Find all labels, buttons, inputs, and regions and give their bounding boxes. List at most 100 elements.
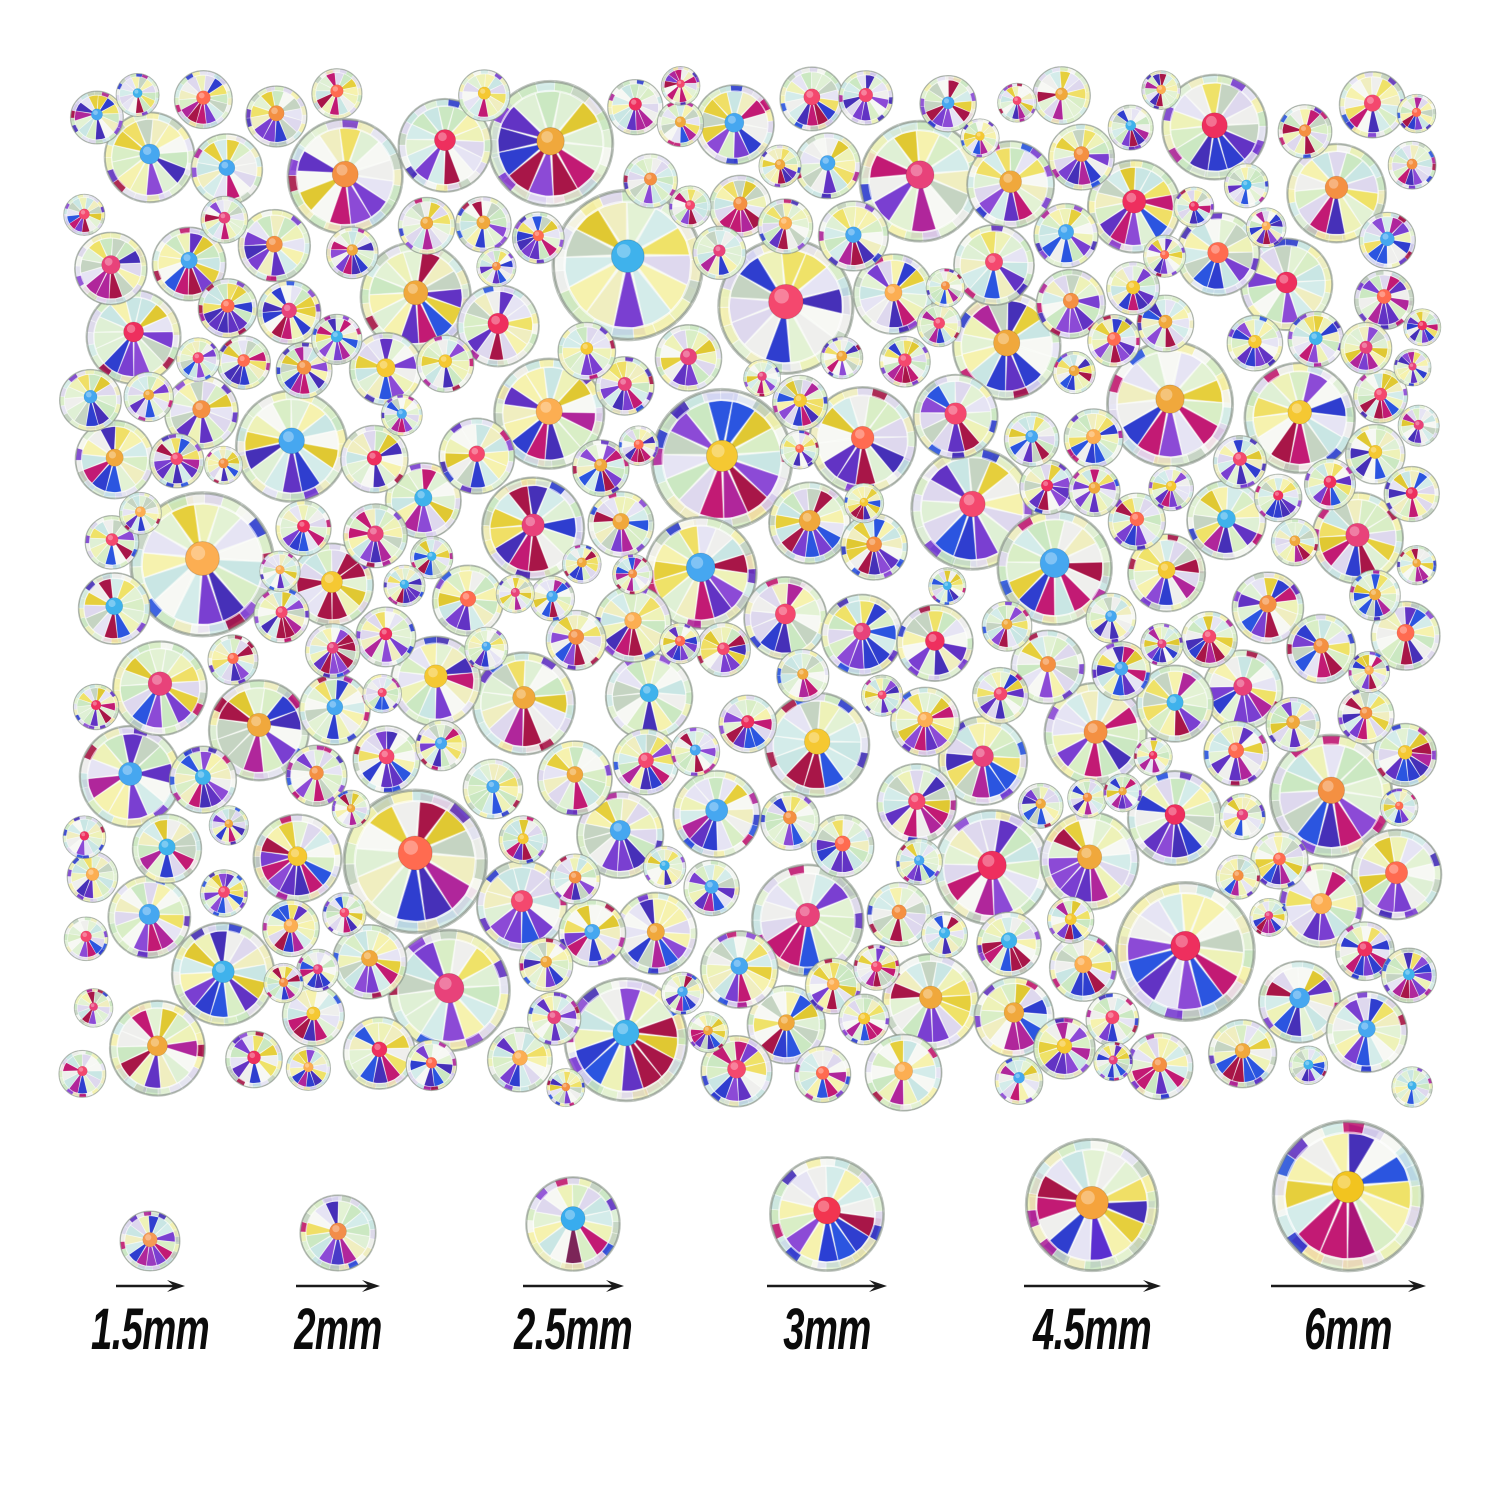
- rhinestone: [1091, 640, 1152, 701]
- rhinestone: [852, 253, 935, 335]
- rhinestone: [85, 288, 182, 385]
- rhinestone: [200, 195, 249, 244]
- rhinestone: [612, 728, 680, 796]
- rhinestone: [994, 1056, 1044, 1105]
- rhinestone: [1353, 269, 1415, 331]
- rhinestone: [362, 673, 402, 714]
- rhinestone: [397, 97, 493, 193]
- rhinestone: [817, 200, 890, 272]
- rhinestone: [1173, 186, 1215, 228]
- rhinestone: [1287, 310, 1345, 368]
- rhinestone: [285, 1045, 332, 1091]
- rhinestone: [808, 385, 918, 495]
- rhinestone: [245, 85, 308, 148]
- rhinestone-sample-icon: [1271, 1119, 1425, 1273]
- rhinestone: [768, 481, 852, 565]
- rhinestone: [237, 208, 312, 283]
- rhinestone: [281, 983, 345, 1047]
- rhinestone: [919, 75, 977, 133]
- rhinestone: [1186, 479, 1267, 561]
- rhinestone: [1024, 1137, 1160, 1273]
- rhinestone: [1161, 73, 1269, 181]
- rhinestone: [454, 196, 512, 253]
- rhinestone: [72, 683, 120, 731]
- rhinestone: [571, 439, 630, 497]
- rhinestone: [779, 429, 820, 470]
- rhinestone-sample-icon: [769, 1156, 885, 1272]
- rhinestone: [558, 899, 627, 968]
- rhinestone: [1344, 423, 1406, 485]
- rhinestone: [866, 881, 932, 948]
- rhinestone: [107, 875, 192, 959]
- rhinestone: [1107, 492, 1167, 551]
- rhinestone: [1285, 613, 1357, 684]
- rhinestone: [804, 957, 862, 1015]
- rhinestone: [331, 789, 371, 829]
- rhinestone: [1107, 104, 1154, 151]
- rhinestone: [1085, 592, 1137, 644]
- rhinestone: [973, 976, 1055, 1058]
- rhinestone: [1087, 314, 1141, 368]
- rhinestone: [173, 70, 233, 130]
- rhinestone: [322, 892, 367, 937]
- rhinestone: [339, 424, 409, 494]
- rhinestone: [1047, 123, 1116, 191]
- arrow-right-icon: [1270, 1280, 1426, 1292]
- rhinestone: [438, 417, 516, 495]
- rhinestone: [1387, 140, 1437, 190]
- rhinestone: [261, 899, 320, 958]
- rhinestone: [1067, 777, 1108, 819]
- rhinestone: [176, 337, 221, 382]
- rhinestone: [920, 911, 969, 959]
- rhinestone: [1032, 1016, 1096, 1080]
- rhinestone: [118, 491, 162, 535]
- rhinestone: [383, 564, 426, 608]
- rhinestone: [1334, 921, 1395, 982]
- rhinestone: [758, 144, 802, 188]
- rhinestone: [525, 1176, 621, 1272]
- rhinestone: [997, 82, 1038, 123]
- rhinestone: [895, 838, 943, 886]
- arrow-right-icon: [1023, 1280, 1161, 1292]
- rhinestone: [607, 78, 664, 136]
- rhinestone: [840, 512, 909, 581]
- rhinestone: [876, 763, 958, 845]
- rhinestone: [1271, 1119, 1425, 1273]
- rhinestone: [296, 948, 340, 992]
- rhinestone: [1215, 854, 1261, 900]
- rhinestone: [820, 593, 904, 677]
- rhinestone: [1127, 533, 1207, 613]
- rhinestone: [304, 623, 361, 679]
- rhinestone: [275, 341, 333, 399]
- rhinestone: [672, 769, 762, 859]
- size-label: 6mm: [1304, 1297, 1392, 1362]
- rhinestone: [299, 1194, 377, 1272]
- rhinestone: [769, 1156, 885, 1272]
- rhinestone: [793, 1045, 852, 1104]
- rhinestone: [692, 225, 747, 280]
- rhinestone: [252, 813, 343, 904]
- rhinestone: [84, 515, 140, 570]
- rhinestone: [1396, 93, 1437, 134]
- rhinestone: [1141, 70, 1182, 110]
- rhinestone: [1180, 610, 1238, 669]
- rhinestone: [108, 999, 206, 1097]
- rhinestone: [1372, 722, 1438, 788]
- rhinestone: [971, 666, 1030, 724]
- rhinestone: [63, 916, 109, 962]
- rhinestone: [1339, 321, 1393, 375]
- rhinestone: [1243, 361, 1357, 475]
- rhinestone: [1136, 294, 1195, 353]
- rhinestone: [853, 944, 900, 991]
- rhinestone: [234, 389, 349, 503]
- arrow-right-icon: [296, 1280, 380, 1292]
- rhinestone: [285, 744, 348, 807]
- rhinestone: [1226, 314, 1284, 372]
- rhinestone: [168, 745, 238, 814]
- rhinestone: [660, 971, 705, 1016]
- rhinestone: [838, 70, 894, 126]
- rhinestone: [594, 356, 655, 416]
- rhinestone: [933, 808, 1051, 926]
